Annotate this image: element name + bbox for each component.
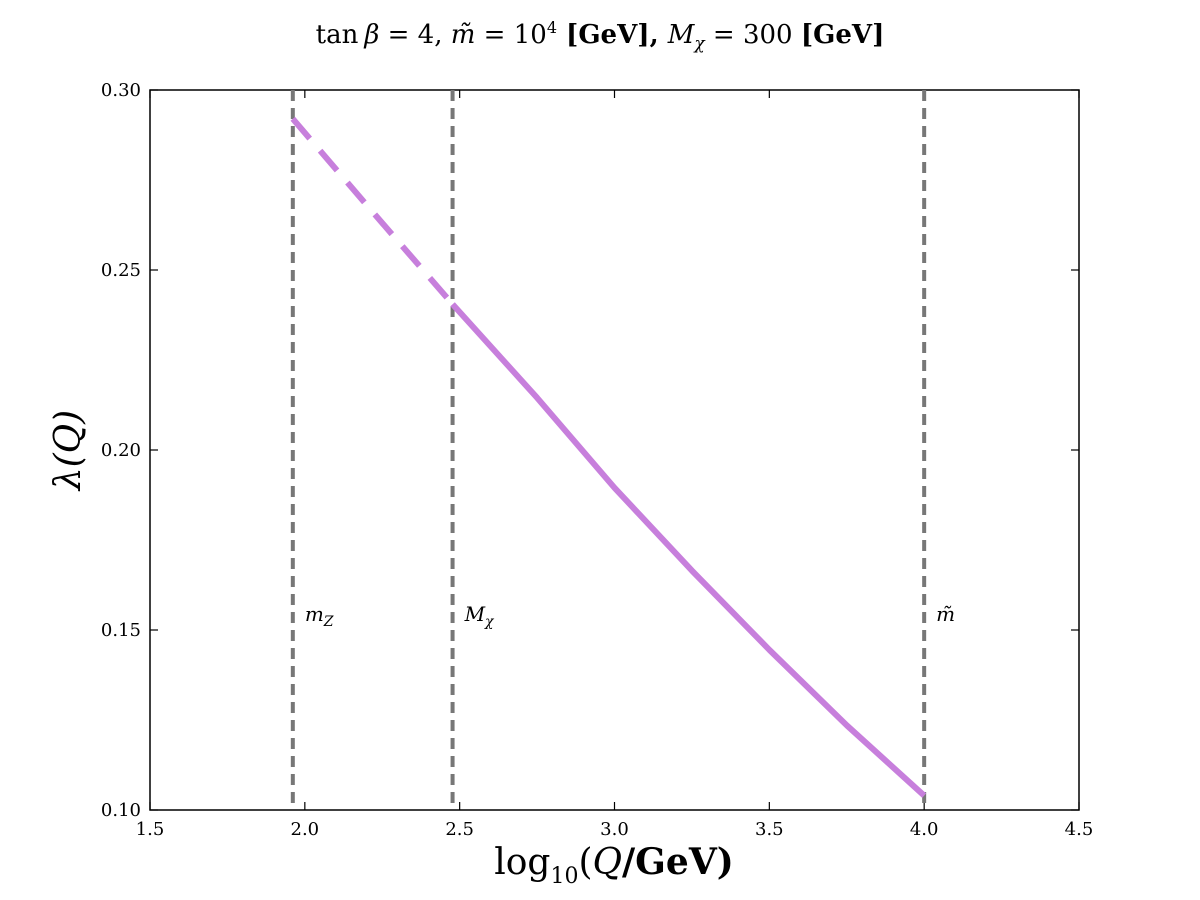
- x-tick-label: 4.0: [910, 819, 939, 840]
- series-line-solid: [450, 302, 927, 798]
- y-tick-label: 0.25: [101, 260, 141, 281]
- series-line-dashed: [290, 116, 455, 307]
- axis-ticks: 1.5 2.0 2.5 3.0 3.5 4.0 4.5 0.10 0.15 0.20 0.25 0.3…: [101, 80, 1093, 840]
- x-tick-label: 4.5: [1065, 819, 1094, 840]
- x-axis-title: log10(Q/GeV): [494, 841, 734, 889]
- x-tick-label: 3.5: [755, 819, 784, 840]
- x-tick-label: 1.5: [136, 819, 165, 840]
- data-series: [290, 116, 927, 798]
- reference-line-label: Mχ: [464, 602, 495, 630]
- y-tick-label: 0.30: [101, 80, 141, 101]
- y-tick-label: 0.15: [101, 620, 141, 641]
- y-tick-label: 0.10: [101, 800, 141, 821]
- x-tick-label: 2.0: [291, 819, 320, 840]
- y-axis-title: λ(Q): [48, 410, 89, 492]
- chart-title: tan β = 4, m̃ = 104 [GeV], Mχ = 300 [GeV]: [316, 18, 885, 54]
- reference-line-label: mZ: [305, 602, 334, 630]
- x-tick-label: 3.0: [600, 819, 629, 840]
- reference-line-label: m̃: [936, 602, 955, 626]
- y-tick-label: 0.20: [101, 440, 141, 461]
- plot-frame: [149, 89, 1080, 811]
- reference-lines: mZ Mχ m̃: [290, 90, 955, 810]
- x-tick-label: 2.5: [445, 819, 474, 840]
